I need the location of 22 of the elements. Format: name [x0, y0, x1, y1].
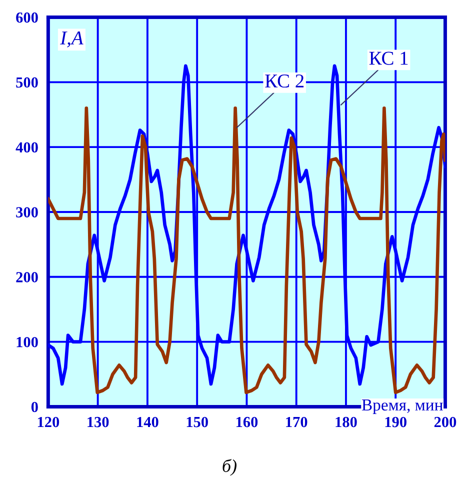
y-tick-label: 600 — [16, 12, 38, 23]
annotation: КС 1 — [369, 52, 408, 65]
line-series — [48, 106, 446, 394]
y-tick-label: 200 — [16, 272, 38, 282]
x-tick-label: 130 — [88, 416, 109, 428]
x-tick-label: 140 — [137, 416, 158, 428]
x-tick-label: 170 — [286, 416, 308, 428]
x-tick-label: 150 — [186, 416, 208, 428]
y-tick-label: 100 — [16, 336, 38, 348]
y-tick-label: 300 — [16, 207, 38, 218]
x-tick-label: 200 — [434, 416, 456, 428]
y-tick-label: 500 — [16, 77, 38, 88]
x-tick-label: 160 — [236, 416, 258, 428]
annotation: КС 2 — [265, 74, 304, 88]
x-tick-label: 180 — [336, 416, 357, 428]
y-axis-title: I,A — [60, 32, 84, 48]
x-tick-label: 120 — [38, 416, 60, 428]
y-tick-label: 400 — [16, 142, 38, 153]
text: б) — [222, 458, 236, 476]
x-axis-title: Время, мин — [362, 400, 443, 414]
y-tick-label: 0 — [31, 402, 38, 412]
x-tick-label: 190 — [385, 416, 406, 428]
